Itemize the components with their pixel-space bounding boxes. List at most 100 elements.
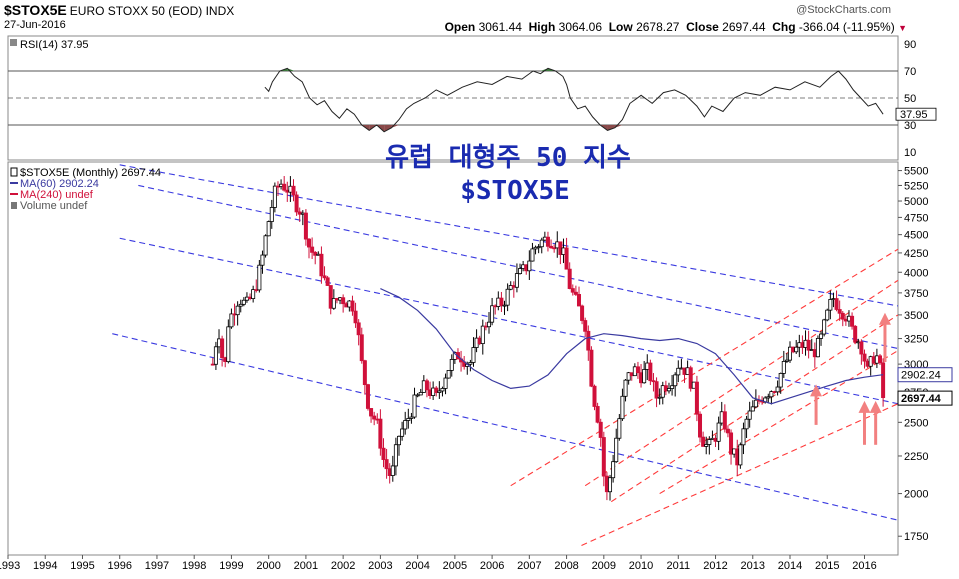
candle-body [220, 338, 225, 359]
candle-body [564, 247, 569, 270]
candle-body [362, 360, 367, 386]
candle-body [725, 428, 730, 434]
candle-body [614, 437, 619, 463]
candle-body [676, 367, 681, 376]
legend-volume-icon [11, 202, 17, 209]
rsi-tick-label: 10 [904, 147, 916, 159]
x-tick-label: 2006 [480, 560, 504, 572]
rsi-line [264, 67, 884, 133]
arrow-head [878, 312, 891, 325]
candle-body [251, 289, 256, 299]
x-tick-label: 2010 [629, 560, 653, 572]
candle-body [651, 380, 656, 383]
candle-body [611, 461, 616, 479]
candle-body [372, 415, 377, 420]
x-tick-label: 1995 [70, 560, 94, 572]
candle-body [781, 361, 786, 374]
index-name: EURO STOXX 50 (EOD) INDX [69, 4, 235, 18]
x-tick-label: 2000 [256, 560, 280, 572]
candle-body [642, 369, 647, 384]
candle-body [257, 264, 262, 291]
x-tick-label: 2003 [368, 560, 392, 572]
candle-body [853, 325, 858, 343]
rsi-tick-label: 70 [904, 66, 916, 78]
candle-body [260, 254, 265, 266]
price-tick-label: 3750 [904, 288, 928, 300]
candle-body [381, 447, 386, 460]
annotation-line2: $STOX5E [460, 176, 570, 206]
candle-body [837, 309, 842, 314]
candle-body [570, 288, 575, 293]
candle-body [608, 477, 613, 493]
candle-body [784, 359, 789, 362]
candle-body [291, 185, 296, 196]
candle-body [738, 444, 743, 466]
candle-body [750, 406, 755, 412]
candle-body [834, 298, 839, 310]
candle-body [505, 288, 510, 306]
x-tick-label: 2016 [852, 560, 876, 572]
rsi-tick-label: 50 [904, 93, 916, 105]
candle-body [620, 395, 625, 420]
candle-body [648, 362, 653, 382]
candle-body [418, 392, 423, 396]
blue-trend-line [119, 164, 899, 307]
candle-body [753, 399, 758, 408]
close-price-box [897, 390, 953, 406]
legend-entry: $STOX5E (Monthly) 2697.44 [20, 167, 161, 179]
chg-value: -366.04 (-11.95%) [798, 20, 895, 34]
candle-body [744, 418, 749, 430]
candle-body [307, 238, 312, 248]
candle-body [313, 251, 318, 256]
x-tick-label: 2014 [778, 560, 802, 572]
red-trend-line [584, 279, 899, 487]
price-tick-label: 2500 [904, 417, 928, 429]
candle-body [673, 374, 678, 387]
candle-body [698, 413, 703, 438]
ohlc-readout: Open 3061.44 High 3064.06 Low 2678.27 Cl… [445, 20, 907, 34]
x-axis: 1993 1994 1995 1996 1997 1998 1999 2000 2001 2002… [0, 560, 877, 572]
candle-body [303, 212, 308, 240]
candle-body [878, 355, 883, 364]
candle-body [707, 439, 712, 445]
candle-body [369, 408, 374, 417]
candle-body [666, 388, 671, 392]
x-tick-label: 1999 [219, 560, 243, 572]
chg-label: Chg [772, 20, 796, 34]
candle-body [468, 362, 473, 365]
low-label: Low [608, 20, 633, 34]
candle-body [365, 384, 370, 409]
open-label: Open [444, 20, 476, 34]
candle-body [545, 236, 550, 247]
candle-body [353, 310, 358, 324]
candle-body [356, 322, 361, 336]
price-tick-label: 5000 [904, 196, 928, 208]
candle-body [694, 381, 699, 415]
rsi-legend: RSI(14) 37.95 [20, 39, 88, 51]
close-label: Close [686, 20, 719, 34]
legend-entry: MA(240) undef [20, 189, 94, 201]
price-tick-label: 3500 [904, 310, 928, 322]
candle-body [319, 253, 324, 277]
candle-body [331, 298, 336, 309]
candle-body [471, 347, 476, 363]
red-trend-line [659, 350, 899, 495]
rsi-tick-label: 90 [904, 39, 916, 51]
x-tick-label: 2012 [703, 560, 727, 572]
candle-body [815, 337, 820, 358]
candle-body [769, 391, 774, 398]
candle-body [213, 346, 218, 365]
candle-body [437, 390, 442, 393]
low-value: 2678.27 [636, 20, 680, 34]
candle-body [701, 436, 706, 447]
candle-body [269, 207, 274, 222]
candle-body [567, 268, 572, 289]
candle-body [527, 260, 532, 272]
candle-body [806, 339, 811, 351]
candle-body [499, 297, 504, 307]
ma60-price-text: 2902.24 [901, 370, 941, 382]
price-tick-label: 2000 [904, 489, 928, 501]
rsi-overbought-fill [540, 68, 548, 71]
candle-body [688, 367, 693, 389]
high-label: High [528, 20, 556, 34]
